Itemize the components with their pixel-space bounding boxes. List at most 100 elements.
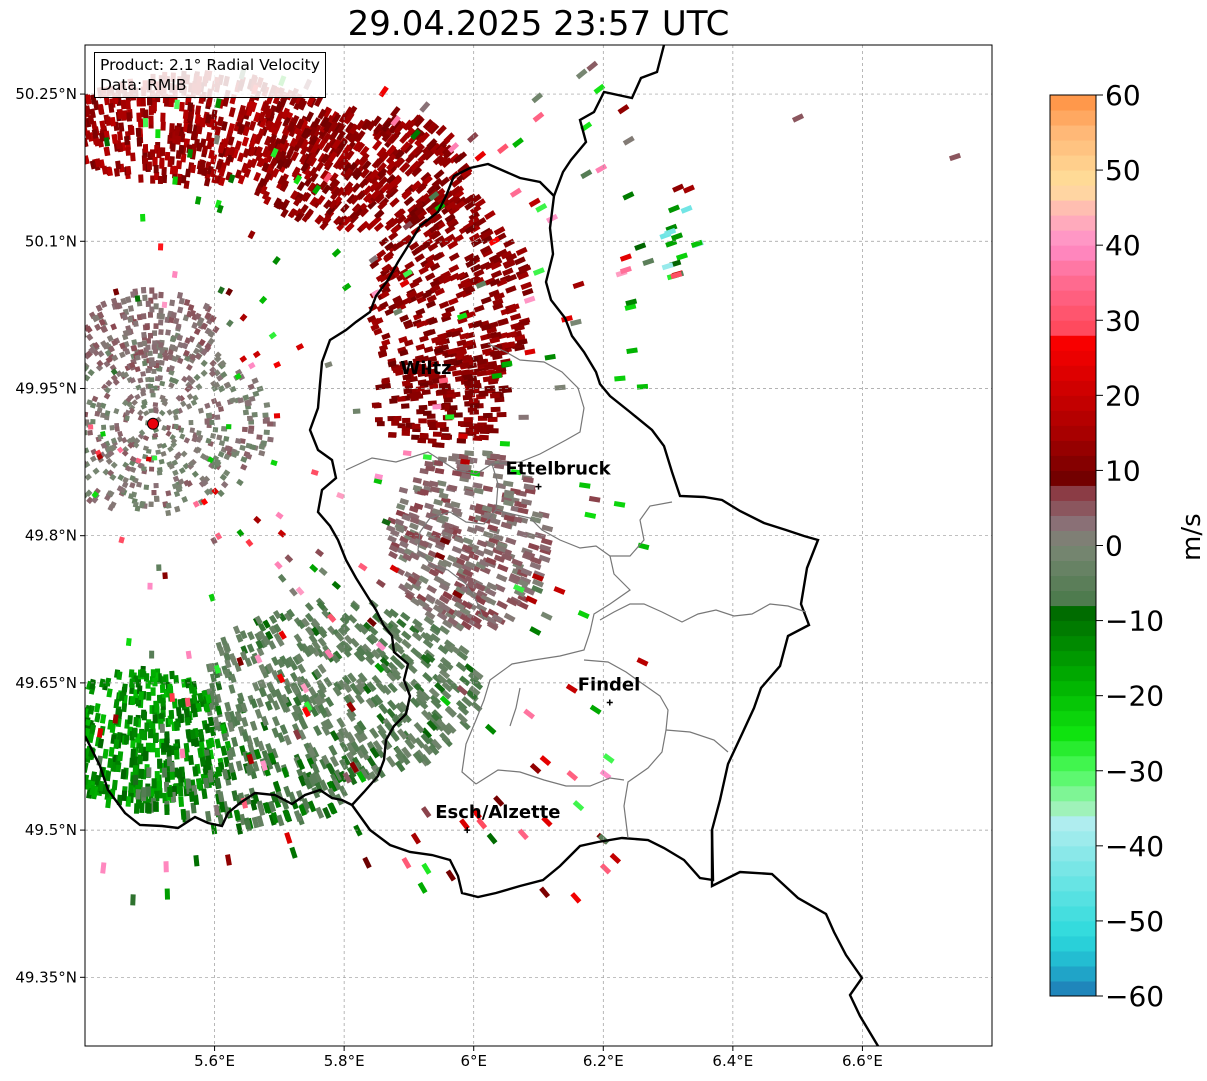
- colorbar-tick-label: −20: [1105, 680, 1164, 713]
- radar-gate: [359, 220, 370, 231]
- radar-gate: [299, 153, 308, 164]
- colorbar-band: [1050, 935, 1096, 952]
- radar-gate: [355, 119, 366, 131]
- radar-gate: [413, 116, 425, 128]
- radar-gate: [420, 171, 432, 183]
- radar-gate: [85, 116, 88, 127]
- radar-gate: [109, 116, 116, 127]
- radar-gate: [85, 125, 89, 135]
- radar-gate: [263, 135, 273, 146]
- colorbar-band: [1050, 200, 1096, 216]
- radar-gate: [186, 124, 193, 134]
- colorbar-band: [1050, 290, 1096, 306]
- colorbar-band: [1050, 725, 1096, 742]
- radar-gate: [405, 152, 416, 164]
- colorbar-band: [1050, 110, 1096, 126]
- colorbar-band: [1050, 605, 1096, 622]
- radar-gate: [293, 99, 302, 111]
- radar-gate: [199, 117, 207, 128]
- colorbar-band: [1050, 320, 1096, 336]
- radar-gate: [190, 131, 197, 141]
- colorbar-band: [1050, 830, 1096, 847]
- radar-gate: [234, 169, 243, 179]
- radar-gate: [255, 151, 264, 162]
- radar-gate: [277, 175, 286, 186]
- radar-gate: [206, 96, 213, 107]
- radar-gate: [253, 111, 261, 123]
- radar-gate: [343, 106, 354, 118]
- radar-gate: [259, 185, 268, 195]
- colorbar-band: [1050, 395, 1096, 411]
- colorbar-band: [1050, 140, 1096, 156]
- radar-gate: [373, 182, 384, 193]
- radar-gate: [276, 159, 285, 170]
- radar-gate: [385, 173, 397, 185]
- radar-gate: [288, 126, 298, 138]
- radar-gate: [160, 112, 166, 122]
- radar-gate: [161, 166, 167, 176]
- radar-gate: [366, 199, 378, 210]
- colorbar-band: [1050, 845, 1096, 862]
- colorbar-band: [1050, 965, 1096, 982]
- radar-gate: [411, 166, 423, 178]
- radar-gate: [241, 136, 250, 147]
- radar-gate: [128, 125, 135, 136]
- colorbar-band: [1050, 740, 1096, 757]
- radar-gate: [337, 151, 348, 163]
- radar-gate: [298, 99, 308, 111]
- radar-gate: [98, 132, 106, 142]
- radar-gate: [194, 105, 202, 116]
- radar-gate: [258, 177, 267, 188]
- radar-gate: [272, 139, 282, 150]
- colorbar-band: [1050, 125, 1096, 141]
- radar-gate: [293, 191, 303, 202]
- radar-gate: [218, 167, 226, 177]
- colorbar-band: [1050, 260, 1096, 276]
- radar-gate: [259, 117, 268, 129]
- colorbar-band: [1050, 500, 1096, 516]
- radar-gate: [386, 160, 397, 172]
- colorbar-band: [1050, 620, 1096, 637]
- colorbar-band: [1050, 665, 1096, 682]
- radar-gate: [401, 189, 412, 200]
- radar-gate: [405, 119, 416, 132]
- colorbar-tick-label: 20: [1105, 379, 1141, 412]
- colorbar-band: [1050, 785, 1096, 802]
- radar-gate: [346, 194, 356, 205]
- radar-gate: [105, 116, 112, 127]
- colorbar-band: [1050, 230, 1096, 246]
- radar-gate: [199, 160, 207, 170]
- radar-gate: [352, 140, 363, 152]
- radar-gate: [351, 182, 361, 193]
- radar-gate: [113, 167, 120, 177]
- radar-gate: [180, 153, 187, 163]
- radar-gate: [308, 125, 318, 137]
- colorbar-tick-label: 30: [1105, 304, 1141, 337]
- radar-gate: [148, 115, 154, 125]
- radar-gate: [253, 171, 262, 182]
- radar-gate: [355, 130, 366, 142]
- radar-gate: [400, 141, 411, 153]
- radar-gate: [93, 136, 101, 147]
- radar-gate: [309, 172, 319, 183]
- radar-gate: [290, 190, 299, 200]
- radar-gate: [336, 122, 346, 134]
- map-title: 29.04.2025 23:57 UTC: [347, 4, 730, 44]
- radar-gate: [146, 95, 153, 106]
- radar-gate: [125, 166, 132, 175]
- radar-gate: [205, 113, 212, 124]
- radar-gate: [136, 137, 143, 147]
- radar-gate: [273, 117, 282, 129]
- radar-gate: [179, 101, 185, 112]
- radar-gate: [268, 133, 278, 145]
- radar-gate: [195, 124, 203, 135]
- radar-gate: [117, 109, 124, 120]
- radar-gate: [180, 174, 187, 184]
- radar-gate: [164, 97, 170, 107]
- radar-gate: [426, 138, 438, 150]
- colorbar-tick-label: −50: [1105, 905, 1164, 938]
- colorbar-band: [1050, 335, 1096, 351]
- radar-gate: [299, 145, 309, 156]
- colorbar-band: [1050, 560, 1096, 577]
- radar-gate: [111, 134, 119, 144]
